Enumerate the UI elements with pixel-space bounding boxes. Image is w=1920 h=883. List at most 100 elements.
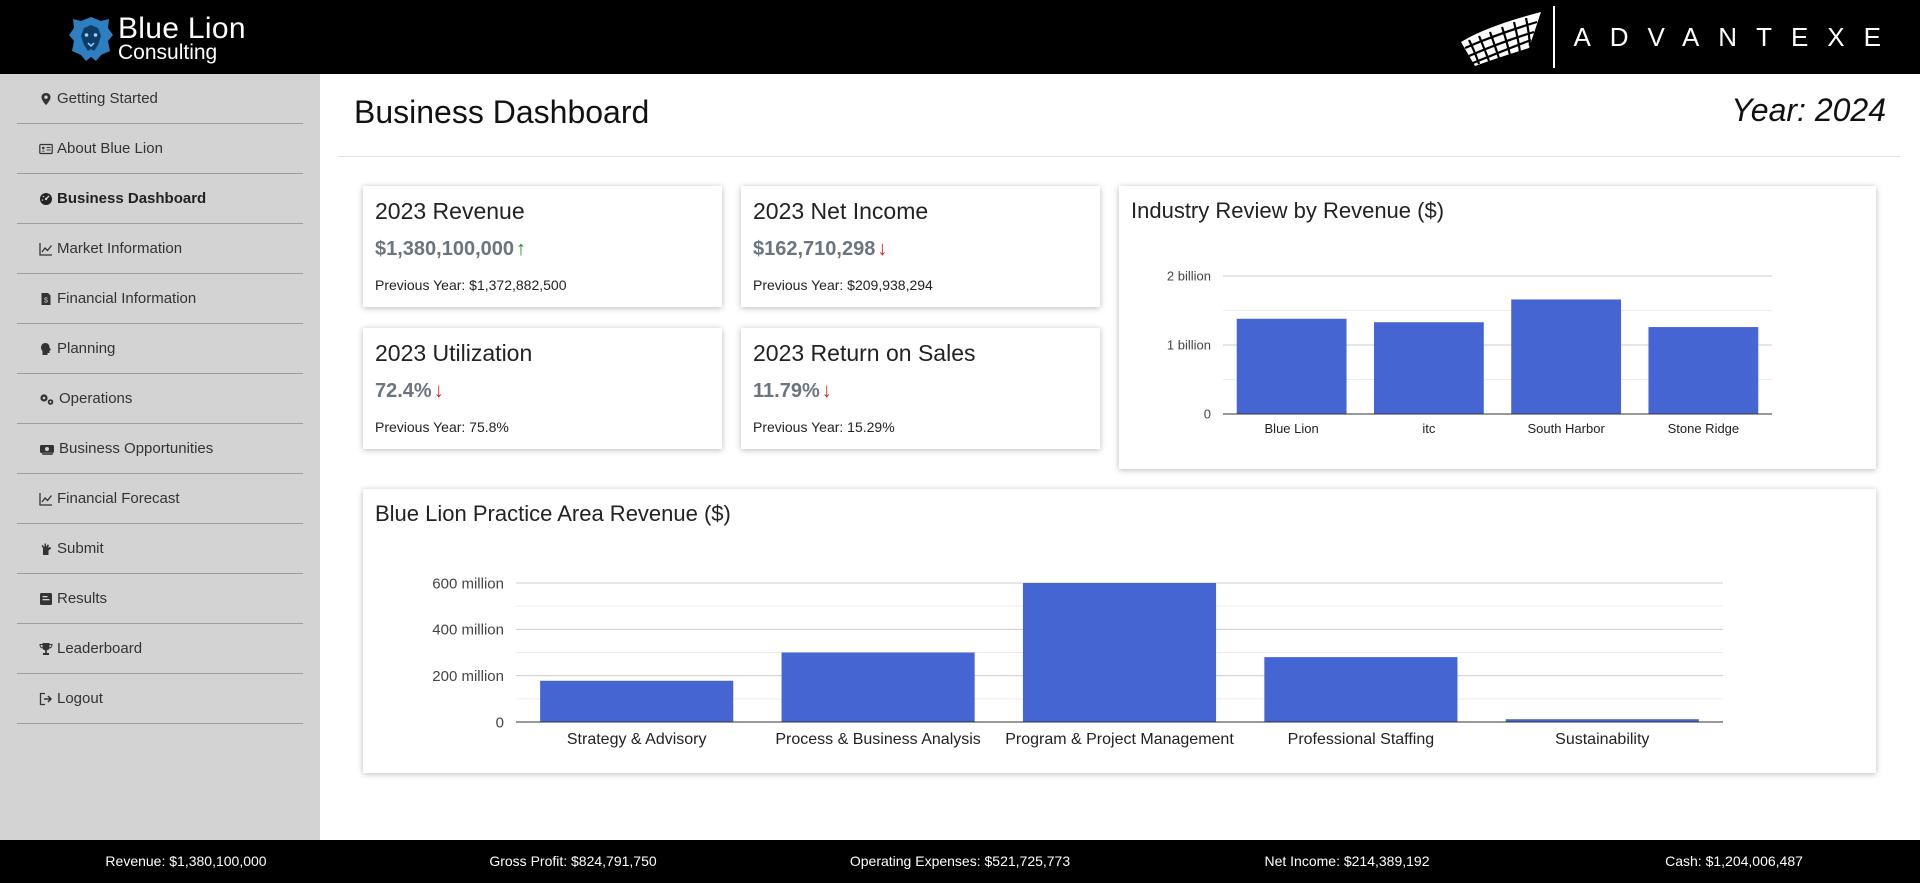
sidebar-item-results[interactable]: Results [17,574,303,624]
kpi-card-revenue: 2023 Revenue $1,380,100,000 ↑ Previous Ye… [363,186,722,307]
logout-icon [39,692,53,705]
sidebar-item-label: Market Information [57,240,183,257]
practice-chart-card: Blue Lion Practice Area Revenue ($) 0 200… [363,489,1876,773]
lion-logo-icon [69,16,113,61]
kpi-previous-year: Previous Year: 15.29% [753,419,895,435]
y-tick-label: 2 billion [1167,269,1211,284]
line-chart-icon [39,242,53,256]
gears-icon [40,393,54,405]
sidebar-item-business-dashboard[interactable]: Business Dashboard [17,174,303,224]
x-tick-label: Professional Staffing [1288,731,1434,748]
sidebar-item-label: Financial Forecast [57,490,180,507]
industry-revenue-chart: 0 1 billion 2 billion Blue Lion itc South Har… [1167,269,1772,436]
sidebar-item-leaderboard[interactable]: Leaderboard [17,624,303,674]
kpi-title: 2023 Utilization [375,340,533,366]
sidebar-item-business-opportunities[interactable]: Business Opportunities [17,424,303,474]
sidebar-item-financial-forecast[interactable]: Financial Forecast [17,474,303,524]
bar [1511,299,1622,414]
chart-title: Blue Lion Practice Area Revenue ($) [375,501,731,526]
kpi-value-text: $162,710,298 [753,238,876,260]
sidebar-item-label: About Blue Lion [57,140,163,157]
line-chart-icon [39,492,53,506]
sidebar-item-about-blue-lion[interactable]: About Blue Lion [17,124,303,174]
document-icon: $ [41,292,51,305]
bar [1505,719,1699,722]
sidebar-item-label: Business Dashboard [57,190,207,207]
kpi-previous-year: Previous Year: $1,372,882,500 [375,277,567,293]
footer-gross-profit: Gross Profit: $824,791,750 [489,853,657,869]
partner-name: ADVANTEXE [1573,21,1900,52]
bar [1236,318,1347,414]
sidebar-item-financial-information[interactable]: $ Financial Information [17,274,303,324]
sidebar-item-logout[interactable]: Logout [17,674,303,724]
kpi-title: 2023 Return on Sales [753,340,976,366]
kpi-previous-year: Previous Year: 75.8% [375,419,509,435]
brand-logo[interactable]: Blue Lion Consulting [68,14,246,63]
page-title: Business Dashboard [354,94,650,130]
svg-text:$: $ [44,297,48,304]
sidebar: Getting Started About Blue Lion Business… [0,74,320,840]
sidebar-item-getting-started[interactable]: Getting Started [17,74,303,124]
top-bar: Blue Lion Consulting ADVANTEXE [0,0,1920,74]
partner-divider [1553,6,1556,68]
id-card-icon [39,143,53,154]
kpi-card-utilization: 2023 Utilization 72.4% ↓ Previous Year: 7… [363,328,722,449]
year-label: Year: 2024 [1731,92,1886,128]
sidebar-item-operations[interactable]: Operations [17,374,303,424]
hand-icon [41,543,51,555]
x-tick-label: Program & Project Management [1005,731,1234,748]
kpi-title: 2023 Net Income [753,198,929,224]
sidebar-item-submit[interactable]: Submit [17,524,303,574]
globe-grid-icon [1461,12,1542,66]
kpi-value-text: 72.4% [375,380,432,402]
handshake-icon [40,444,54,455]
practice-area-revenue-chart: 0 200 million 400 million 600 million Strate… [432,575,1723,748]
sidebar-item-label: Financial Information [57,290,197,307]
sidebar-item-market-information[interactable]: Market Information [17,224,303,274]
y-tick-label: 400 million [432,622,504,639]
footer-operating-expenses: Operating Expenses: $521,725,773 [849,853,1071,869]
chart-title: Industry Review by Revenue ($) [1131,198,1445,223]
kpi-value-text: 11.79% [753,380,820,402]
footer-summary-bar: Revenue: $1,380,100,000 Gross Profit: $8… [0,840,1920,883]
sidebar-item-label: Operations [59,390,133,407]
dashboard-icon [40,192,52,205]
y-tick-label: 200 million [432,668,504,685]
sidebar-item-label: Results [57,590,108,607]
x-tick-label: Strategy & Advisory [567,731,707,748]
kpi-card-net-income: 2023 Net Income $162,710,298 ↓ Previous Y… [741,186,1100,307]
y-tick-label: 0 [496,714,504,731]
kpi-value: $1,380,100,000 ↑ [375,238,526,261]
partner-logo: ADVANTEXE [1457,6,1900,68]
kpi-card-return-on-sales: 2023 Return on Sales 11.79% ↓ Previous Ye… [741,328,1100,449]
trophy-icon [39,642,53,655]
sidebar-item-label: Planning [57,340,116,357]
sidebar-item-label: Logout [57,690,103,707]
y-tick-label: 600 million [432,575,504,592]
footer-cash: Cash: $1,204,006,487 [1665,853,1803,869]
sidebar-item-label: Submit [57,540,104,557]
sidebar-item-planning[interactable]: Planning [17,324,303,374]
arrow-down-icon: ↓ [877,238,888,260]
kpi-previous-year: Previous Year: $209,938,294 [753,277,933,293]
arrow-up-icon: ↑ [516,238,527,260]
x-tick-label: Process & Business Analysis [775,731,980,748]
map-pin-icon [41,92,51,105]
bar [540,680,734,722]
x-tick-label: South Harbor [1527,421,1605,436]
bar [1264,657,1458,722]
arrow-down-icon: ↓ [821,380,832,402]
sidebar-nav: Getting Started About Blue Lion Business… [17,74,303,724]
header-divider [338,156,1900,157]
footer-net-income: Net Income: $214,389,192 [1264,853,1430,869]
kpi-value-text: $1,380,100,000 [375,238,515,260]
y-tick-label: 0 [1204,407,1211,422]
arrow-down-icon: ↓ [433,380,444,402]
results-icon [40,592,52,605]
kpi-value: $162,710,298 ↓ [753,238,887,261]
x-tick-label: Blue Lion [1265,421,1319,436]
bar [1373,322,1484,414]
x-tick-label: Stone Ridge [1668,421,1740,436]
sidebar-item-label: Getting Started [57,90,158,107]
footer-revenue: Revenue: $1,380,100,000 [105,853,267,869]
